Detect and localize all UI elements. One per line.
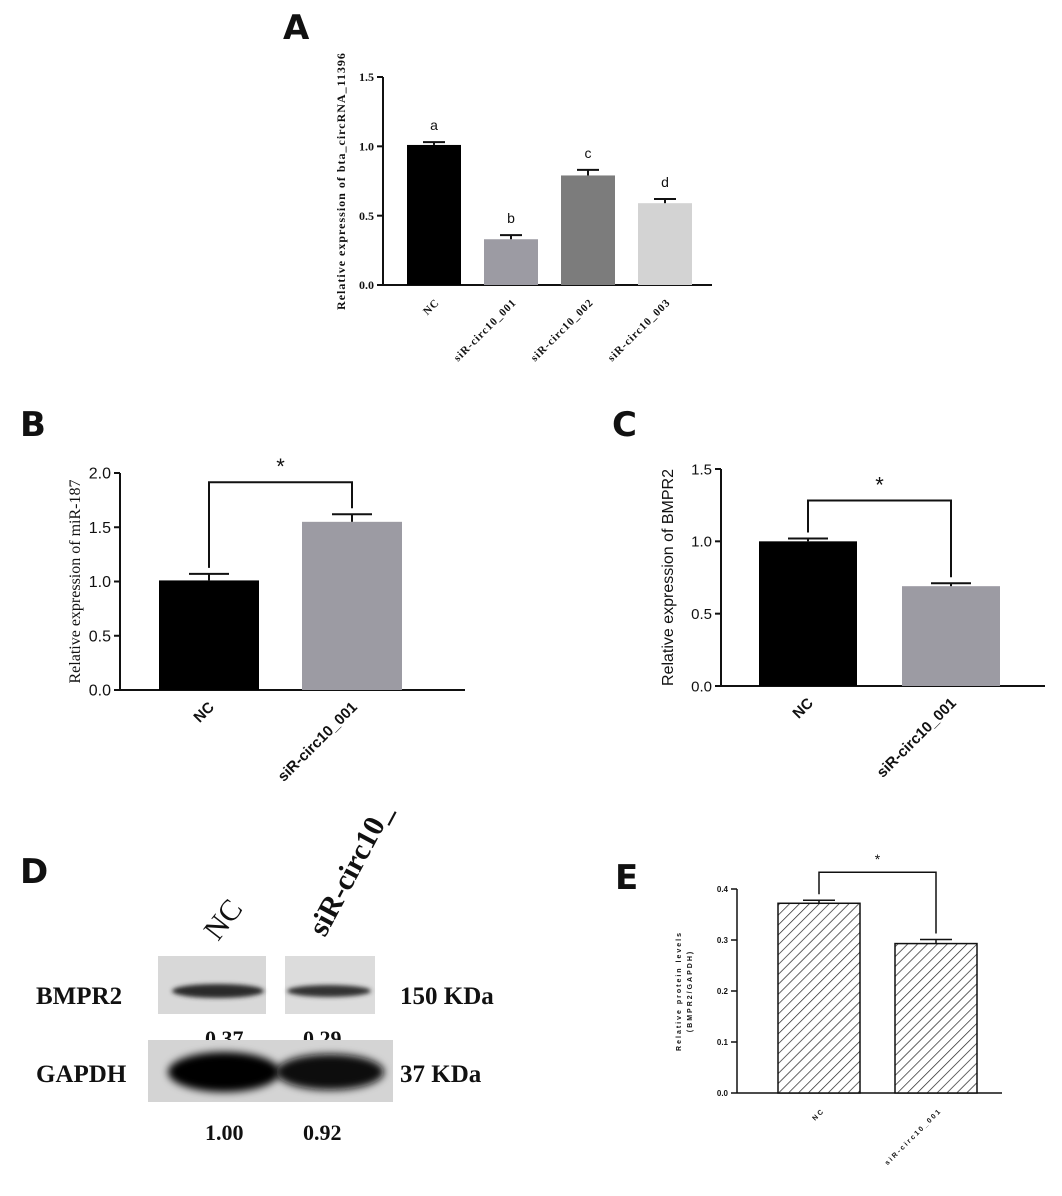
y-tick-label-b: 1.0 bbox=[89, 574, 111, 591]
y-axis-label2-e: (BMPR2/GAPDH) bbox=[687, 950, 694, 1032]
bar-annotation-a-0: a bbox=[430, 117, 438, 133]
category-label-e-0: NC bbox=[811, 1107, 826, 1122]
significance-bracket-c bbox=[807, 499, 952, 578]
bar-c-0 bbox=[759, 541, 857, 686]
y-tick-label-c: 1.5 bbox=[691, 461, 712, 478]
gapdh-value-sir: 0.92 bbox=[303, 1120, 342, 1145]
y-tick-label-b: 0.0 bbox=[89, 683, 111, 700]
significance-bracket-e bbox=[818, 871, 937, 934]
y-axis-label-b: Relative expression of miR-187 bbox=[67, 480, 84, 684]
bmpr2-band-nc bbox=[172, 984, 264, 998]
bmpr2-band-sir bbox=[287, 985, 371, 997]
y-tick-label-e: 0.4 bbox=[717, 885, 729, 894]
bar-e-0 bbox=[777, 902, 861, 1094]
y-tick-label-b: 1.5 bbox=[89, 520, 111, 537]
y-tick-label-a: 0.5 bbox=[359, 209, 374, 223]
gapdh-band-strip bbox=[148, 1040, 393, 1102]
y-axis-label-c: Relative expression of BMPR2 bbox=[660, 469, 677, 686]
bmpr2-size: 150 KDa bbox=[400, 983, 494, 1010]
gapdh-band-nc bbox=[168, 1052, 280, 1092]
gapdh-label: GAPDH bbox=[36, 1061, 127, 1088]
bar-a-1 bbox=[484, 239, 538, 285]
bar-annotation-a-3: d bbox=[661, 174, 669, 190]
panel-label-c: C bbox=[612, 405, 637, 445]
category-label-e-1: siR-circ10_001 bbox=[884, 1107, 943, 1166]
y-tick-label-e: 0.1 bbox=[717, 1038, 729, 1047]
bmpr2-label: BMPR2 bbox=[36, 983, 122, 1010]
bar-e-1 bbox=[894, 942, 978, 1094]
y-axis-label-e: Relative protein levels bbox=[676, 931, 683, 1051]
bar-b-0 bbox=[159, 580, 259, 690]
panel-label-a: A bbox=[283, 8, 310, 48]
significance-star-e: * bbox=[875, 851, 881, 867]
bar-annotation-a-2: c bbox=[585, 145, 592, 161]
y-tick-label-a: 1.0 bbox=[359, 140, 374, 154]
panel-label-e: E bbox=[615, 858, 639, 898]
chart-a: 0.0 0.5 1.0 1.5 Relative expression of bta_c… bbox=[334, 52, 712, 364]
bar-annotation-a-1: b bbox=[507, 210, 515, 226]
lane-label-sir: siR-circ10_001 bbox=[302, 810, 420, 941]
western-blot: NC siR-circ10_001 BMPR2 150 KDa 0.37 0.2… bbox=[36, 810, 494, 1145]
lane-label-nc: NC bbox=[198, 893, 250, 946]
y-tick-label-b: 0.5 bbox=[89, 628, 111, 645]
bar-b-1 bbox=[302, 521, 402, 690]
chart-b: 0.0 0.5 1.0 1.5 2.0 Relative expression of mi… bbox=[67, 454, 465, 785]
significance-star-b: * bbox=[276, 454, 285, 479]
y-tick-label-c: 0.0 bbox=[691, 678, 712, 695]
y-axis-label-a: Relative expression of bta_circRNA_11396 bbox=[334, 52, 348, 310]
bmpr2-band-strip bbox=[158, 956, 375, 1014]
bar-c-1 bbox=[902, 586, 1000, 686]
y-tick-label-c: 0.5 bbox=[691, 606, 712, 623]
significance-bracket-b bbox=[208, 481, 353, 568]
bar-a-2 bbox=[561, 175, 615, 285]
chart-c: 0.0 0.5 1.0 1.5 Relative expression of BMPR2… bbox=[660, 461, 1045, 781]
y-tick-label-e: 0.0 bbox=[717, 1089, 729, 1098]
panel-label-b: B bbox=[20, 405, 46, 445]
y-tick-label-e: 0.3 bbox=[717, 936, 729, 945]
gapdh-band-sir bbox=[276, 1054, 384, 1090]
gapdh-value-nc: 1.00 bbox=[205, 1120, 244, 1145]
y-tick-label-e: 0.2 bbox=[717, 987, 729, 996]
bar-a-3 bbox=[638, 203, 692, 285]
y-tick-label-b: 2.0 bbox=[89, 466, 111, 483]
y-tick-label-c: 1.0 bbox=[691, 534, 712, 551]
y-tick-label-a: 0.0 bbox=[359, 278, 374, 292]
gapdh-size: 37 KDa bbox=[400, 1061, 482, 1088]
significance-star-c: * bbox=[875, 472, 884, 497]
y-tick-label-a: 1.5 bbox=[359, 70, 374, 84]
panel-label-d: D bbox=[20, 852, 49, 892]
bar-a-0 bbox=[407, 144, 461, 285]
